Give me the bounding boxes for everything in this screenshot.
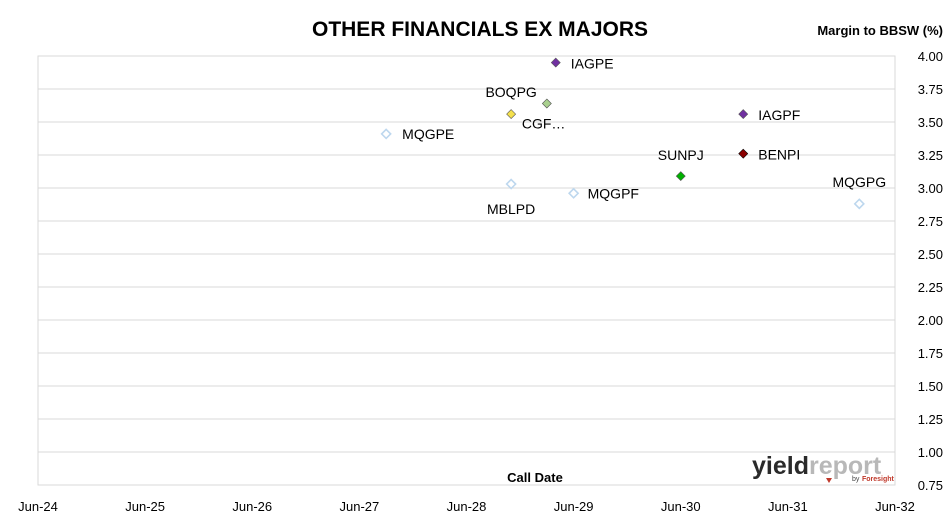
y-tick-label: 0.75 — [918, 478, 943, 493]
y-tick-label: 1.25 — [918, 412, 943, 427]
logo-text: yieldreport — [752, 452, 882, 480]
x-tick-label: Jun-26 — [232, 499, 272, 514]
data-point-marker — [675, 171, 686, 182]
y-tick-label: 3.00 — [918, 181, 943, 196]
x-axis-title: Call Date — [507, 470, 563, 485]
data-point-label: SUNPJ — [658, 147, 704, 163]
y-axis-title: Margin to BBSW (%) — [817, 23, 943, 38]
y-tick-label: 2.25 — [918, 280, 943, 295]
x-tick-label: Jun-31 — [768, 499, 808, 514]
y-tick-label: 4.00 — [918, 49, 943, 64]
data-point-marker — [380, 128, 392, 140]
data-point-marker — [550, 57, 561, 68]
x-tick-label: Jun-32 — [875, 499, 915, 514]
data-point-label: MQGPE — [402, 126, 454, 142]
data-point-label: MQGPF — [588, 185, 639, 201]
chart-title: OTHER FINANCIALS EX MAJORS — [312, 18, 648, 41]
y-tick-label: 3.50 — [918, 115, 943, 130]
yieldreport-logo: yieldreport by Foresight — [752, 452, 895, 483]
logo-by: by — [852, 476, 860, 483]
data-point-marker — [567, 187, 580, 199]
data-point-label: BOQPG — [485, 84, 536, 100]
y-axis-ticks: 0.75 1.00 1.25 1.50 1.75 2.00 2.25 2.50 2.75 3.00… — [918, 49, 943, 493]
x-tick-label: Jun-25 — [125, 499, 165, 514]
x-tick-label: Jun-28 — [447, 499, 487, 514]
data-point-marker — [506, 109, 517, 120]
y-tick-label: 1.00 — [918, 445, 943, 460]
data-point-marker — [541, 98, 552, 109]
data-point-marker — [853, 198, 865, 210]
data-point-label: MQGPG — [832, 174, 886, 190]
x-axis-ticks: Jun-24 Jun-25 Jun-26 Jun-27 Jun-28 Jun-29 Jun-… — [18, 499, 915, 514]
x-tick-label: Jun-27 — [340, 499, 380, 514]
x-tick-label: Jun-29 — [554, 499, 594, 514]
y-tick-label: 2.75 — [918, 214, 943, 229]
y-tick-label: 1.50 — [918, 379, 943, 394]
data-points: MQGPE BOQPG CGF… IAGPE MBLPD MQGPF SUNPJ IAGPF B… — [380, 56, 886, 217]
x-tick-label: Jun-30 — [661, 499, 701, 514]
x-tick-label: Jun-24 — [18, 499, 58, 514]
y-tick-label: 2.00 — [918, 313, 943, 328]
data-point-label: IAGPF — [758, 107, 800, 123]
data-point-marker — [738, 148, 749, 159]
data-point-label: MBLPD — [487, 201, 535, 217]
data-point-label: CGF… — [522, 116, 566, 132]
y-tick-label: 1.75 — [918, 346, 943, 361]
data-point-marker — [738, 109, 749, 120]
y-tick-label: 3.25 — [918, 148, 943, 163]
data-point-label: BENPI — [758, 147, 800, 163]
y-tick-label: 2.50 — [918, 247, 943, 262]
data-point-label: IAGPE — [571, 56, 614, 72]
logo-brand: Foresight — [862, 476, 895, 483]
data-point-marker — [505, 178, 517, 190]
logo-arrow-icon — [826, 478, 832, 483]
y-tick-label: 3.75 — [918, 82, 943, 97]
plot-area — [37, 55, 896, 486]
